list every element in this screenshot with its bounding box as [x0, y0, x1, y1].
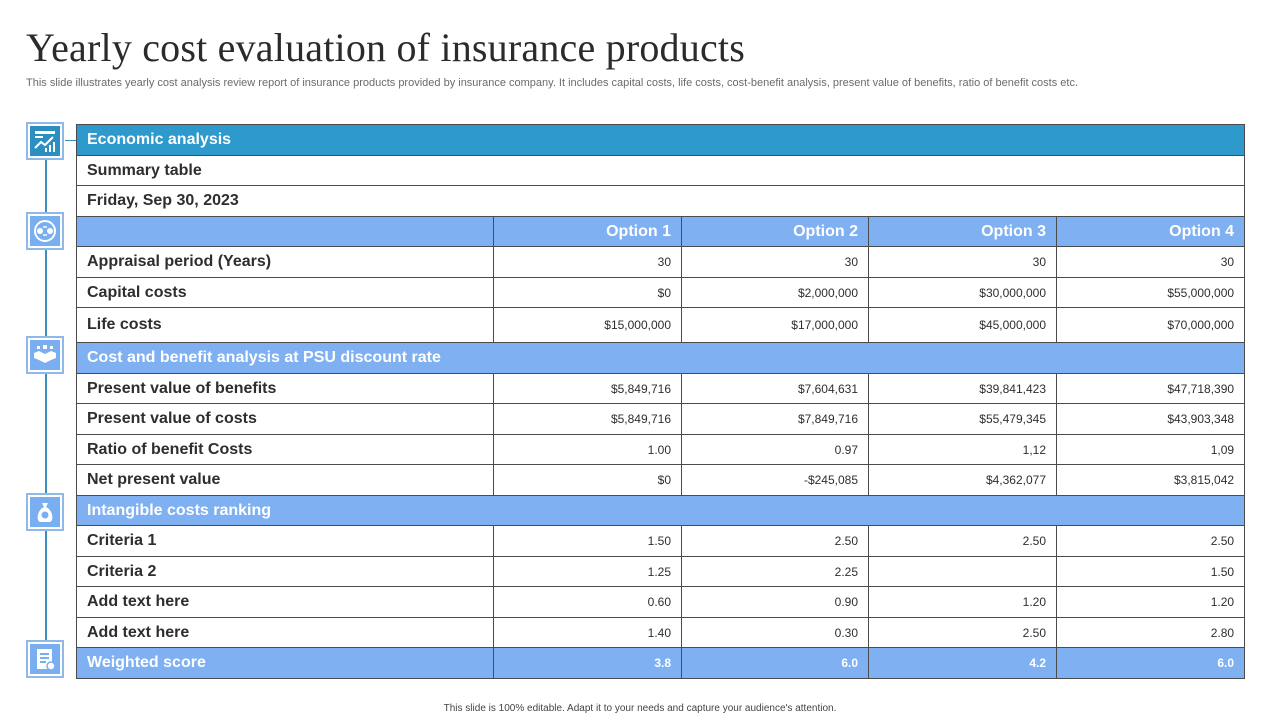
- row-label: Add text here: [76, 586, 494, 618]
- section-header-cost-benefit: Cost and benefit analysis at PSU discoun…: [75, 342, 1246, 374]
- cell-value: 1.50: [1055, 556, 1246, 587]
- row-label: Ratio of benefit Costs: [76, 434, 494, 465]
- table-row: Life costs $15,000,000 $17,000,000 $45,0…: [76, 307, 1246, 343]
- cell-value: 2.50: [868, 617, 1057, 648]
- cell-value: 2.50: [1055, 525, 1246, 557]
- cell-value: 2.50: [868, 525, 1057, 557]
- cell-value: -$245,085: [681, 464, 869, 496]
- table-row: Present value of costs $5,849,716 $7,849…: [76, 403, 1246, 435]
- summary-table: Economic analysis Summary table Friday, …: [75, 124, 1246, 679]
- date-row: Friday, Sep 30, 2023: [75, 185, 1246, 217]
- money-bag-icon: [26, 493, 64, 531]
- table-row: Ratio of benefit Costs 1.00 0.97 1,12 1,…: [76, 434, 1246, 465]
- cell-value: $39,841,423: [868, 373, 1057, 404]
- row-label: Net present value: [76, 464, 494, 496]
- table-row: Net present value $0 -$245,085 $4,362,07…: [76, 464, 1246, 496]
- cell-value: $3,815,042: [1055, 464, 1246, 496]
- cell-value: $70,000,000: [1055, 307, 1246, 343]
- row-label: Life costs: [76, 307, 494, 343]
- cell-value: 0.30: [681, 617, 869, 648]
- row-label: Present value of benefits: [76, 373, 494, 404]
- cell-value: $5,849,716: [493, 373, 682, 404]
- cell-value: 30: [868, 246, 1057, 278]
- row-label: Appraisal period (Years): [76, 246, 494, 278]
- checklist-icon: [26, 640, 64, 678]
- cell-value: 0.90: [681, 586, 869, 618]
- row-label: Criteria 1: [76, 525, 494, 557]
- table-row: Present value of benefits $5,849,716 $7,…: [76, 373, 1246, 404]
- cell-value: 2.50: [681, 525, 869, 557]
- cell-value: 30: [493, 246, 682, 278]
- score-value: 4.2: [868, 647, 1057, 679]
- cell-value: 1,09: [1055, 434, 1246, 465]
- option-header: Option 1: [493, 216, 682, 247]
- cell-value: 30: [1055, 246, 1246, 278]
- coins-exchange-icon: [26, 212, 64, 250]
- cell-value: $7,849,716: [681, 403, 869, 435]
- row-label: Present value of costs: [76, 403, 494, 435]
- page-subtitle: This slide illustrates yearly cost analy…: [26, 77, 1079, 89]
- chart-analysis-icon: [26, 122, 64, 160]
- table-row: Criteria 2 1.25 2.25 1.50: [76, 556, 1246, 587]
- cell-value: 1.20: [1055, 586, 1246, 618]
- option-header: Option 3: [868, 216, 1057, 247]
- row-label: Weighted score: [76, 647, 494, 679]
- cell-value: 1.25: [493, 556, 682, 587]
- cell-value: $2,000,000: [681, 277, 869, 308]
- cell-value: $45,000,000: [868, 307, 1057, 343]
- handshake-icon: [26, 336, 64, 374]
- table-row: Add text here 1.40 0.30 2.50 2.80: [76, 617, 1246, 648]
- page-title: Yearly cost evaluation of insurance prod…: [26, 25, 745, 70]
- cell-value: [868, 556, 1057, 587]
- cell-value: $30,000,000: [868, 277, 1057, 308]
- cell-value: 30: [681, 246, 869, 278]
- cell-value: 1.50: [493, 525, 682, 557]
- table-row: Capital costs $0 $2,000,000 $30,000,000 …: [76, 277, 1246, 308]
- cell-value: $17,000,000: [681, 307, 869, 343]
- cell-value: $7,604,631: [681, 373, 869, 404]
- date-label: Friday, Sep 30, 2023: [75, 185, 1246, 217]
- options-header-empty: [76, 216, 494, 247]
- section-title: Cost and benefit analysis at PSU discoun…: [75, 342, 1246, 374]
- cell-value: $43,903,348: [1055, 403, 1246, 435]
- footer-note: This slide is 100% editable. Adapt it to…: [443, 703, 837, 714]
- timeline-line: [45, 160, 47, 643]
- cell-value: 1.00: [493, 434, 682, 465]
- cell-value: $5,849,716: [493, 403, 682, 435]
- row-label: Capital costs: [76, 277, 494, 308]
- cell-value: $47,718,390: [1055, 373, 1246, 404]
- cell-value: 1.20: [868, 586, 1057, 618]
- section-title: Economic analysis: [75, 124, 1246, 156]
- table-row: Criteria 1 1.50 2.50 2.50 2.50: [76, 525, 1246, 557]
- cell-value: $15,000,000: [493, 307, 682, 343]
- cell-value: 1.40: [493, 617, 682, 648]
- cell-value: 2.80: [1055, 617, 1246, 648]
- cell-value: 2.25: [681, 556, 869, 587]
- option-header: Option 2: [681, 216, 869, 247]
- section-header-economic-analysis: Economic analysis: [75, 124, 1246, 156]
- option-header: Option 4: [1055, 216, 1246, 247]
- summary-label: Summary table: [75, 155, 1246, 186]
- table-row: Appraisal period (Years) 30 30 30 30: [76, 246, 1246, 278]
- section-title: Intangible costs ranking: [75, 495, 1246, 526]
- cell-value: 0.97: [681, 434, 869, 465]
- cell-value: $4,362,077: [868, 464, 1057, 496]
- timeline-connector: [65, 140, 77, 141]
- weighted-score-row: Weighted score 3.8 6.0 4.2 6.0: [76, 647, 1246, 679]
- row-label: Criteria 2: [76, 556, 494, 587]
- cell-value: $0: [493, 277, 682, 308]
- cell-value: $0: [493, 464, 682, 496]
- cell-value: $55,479,345: [868, 403, 1057, 435]
- row-label: Add text here: [76, 617, 494, 648]
- options-header-row: Option 1 Option 2 Option 3 Option 4: [76, 216, 1246, 247]
- score-value: 6.0: [1055, 647, 1246, 679]
- score-value: 6.0: [681, 647, 869, 679]
- score-value: 3.8: [493, 647, 682, 679]
- table-row: Add text here 0.60 0.90 1.20 1.20: [76, 586, 1246, 618]
- cell-value: 0.60: [493, 586, 682, 618]
- summary-row: Summary table: [75, 155, 1246, 186]
- cell-value: 1,12: [868, 434, 1057, 465]
- cell-value: $55,000,000: [1055, 277, 1246, 308]
- section-header-intangible-costs: Intangible costs ranking: [75, 495, 1246, 526]
